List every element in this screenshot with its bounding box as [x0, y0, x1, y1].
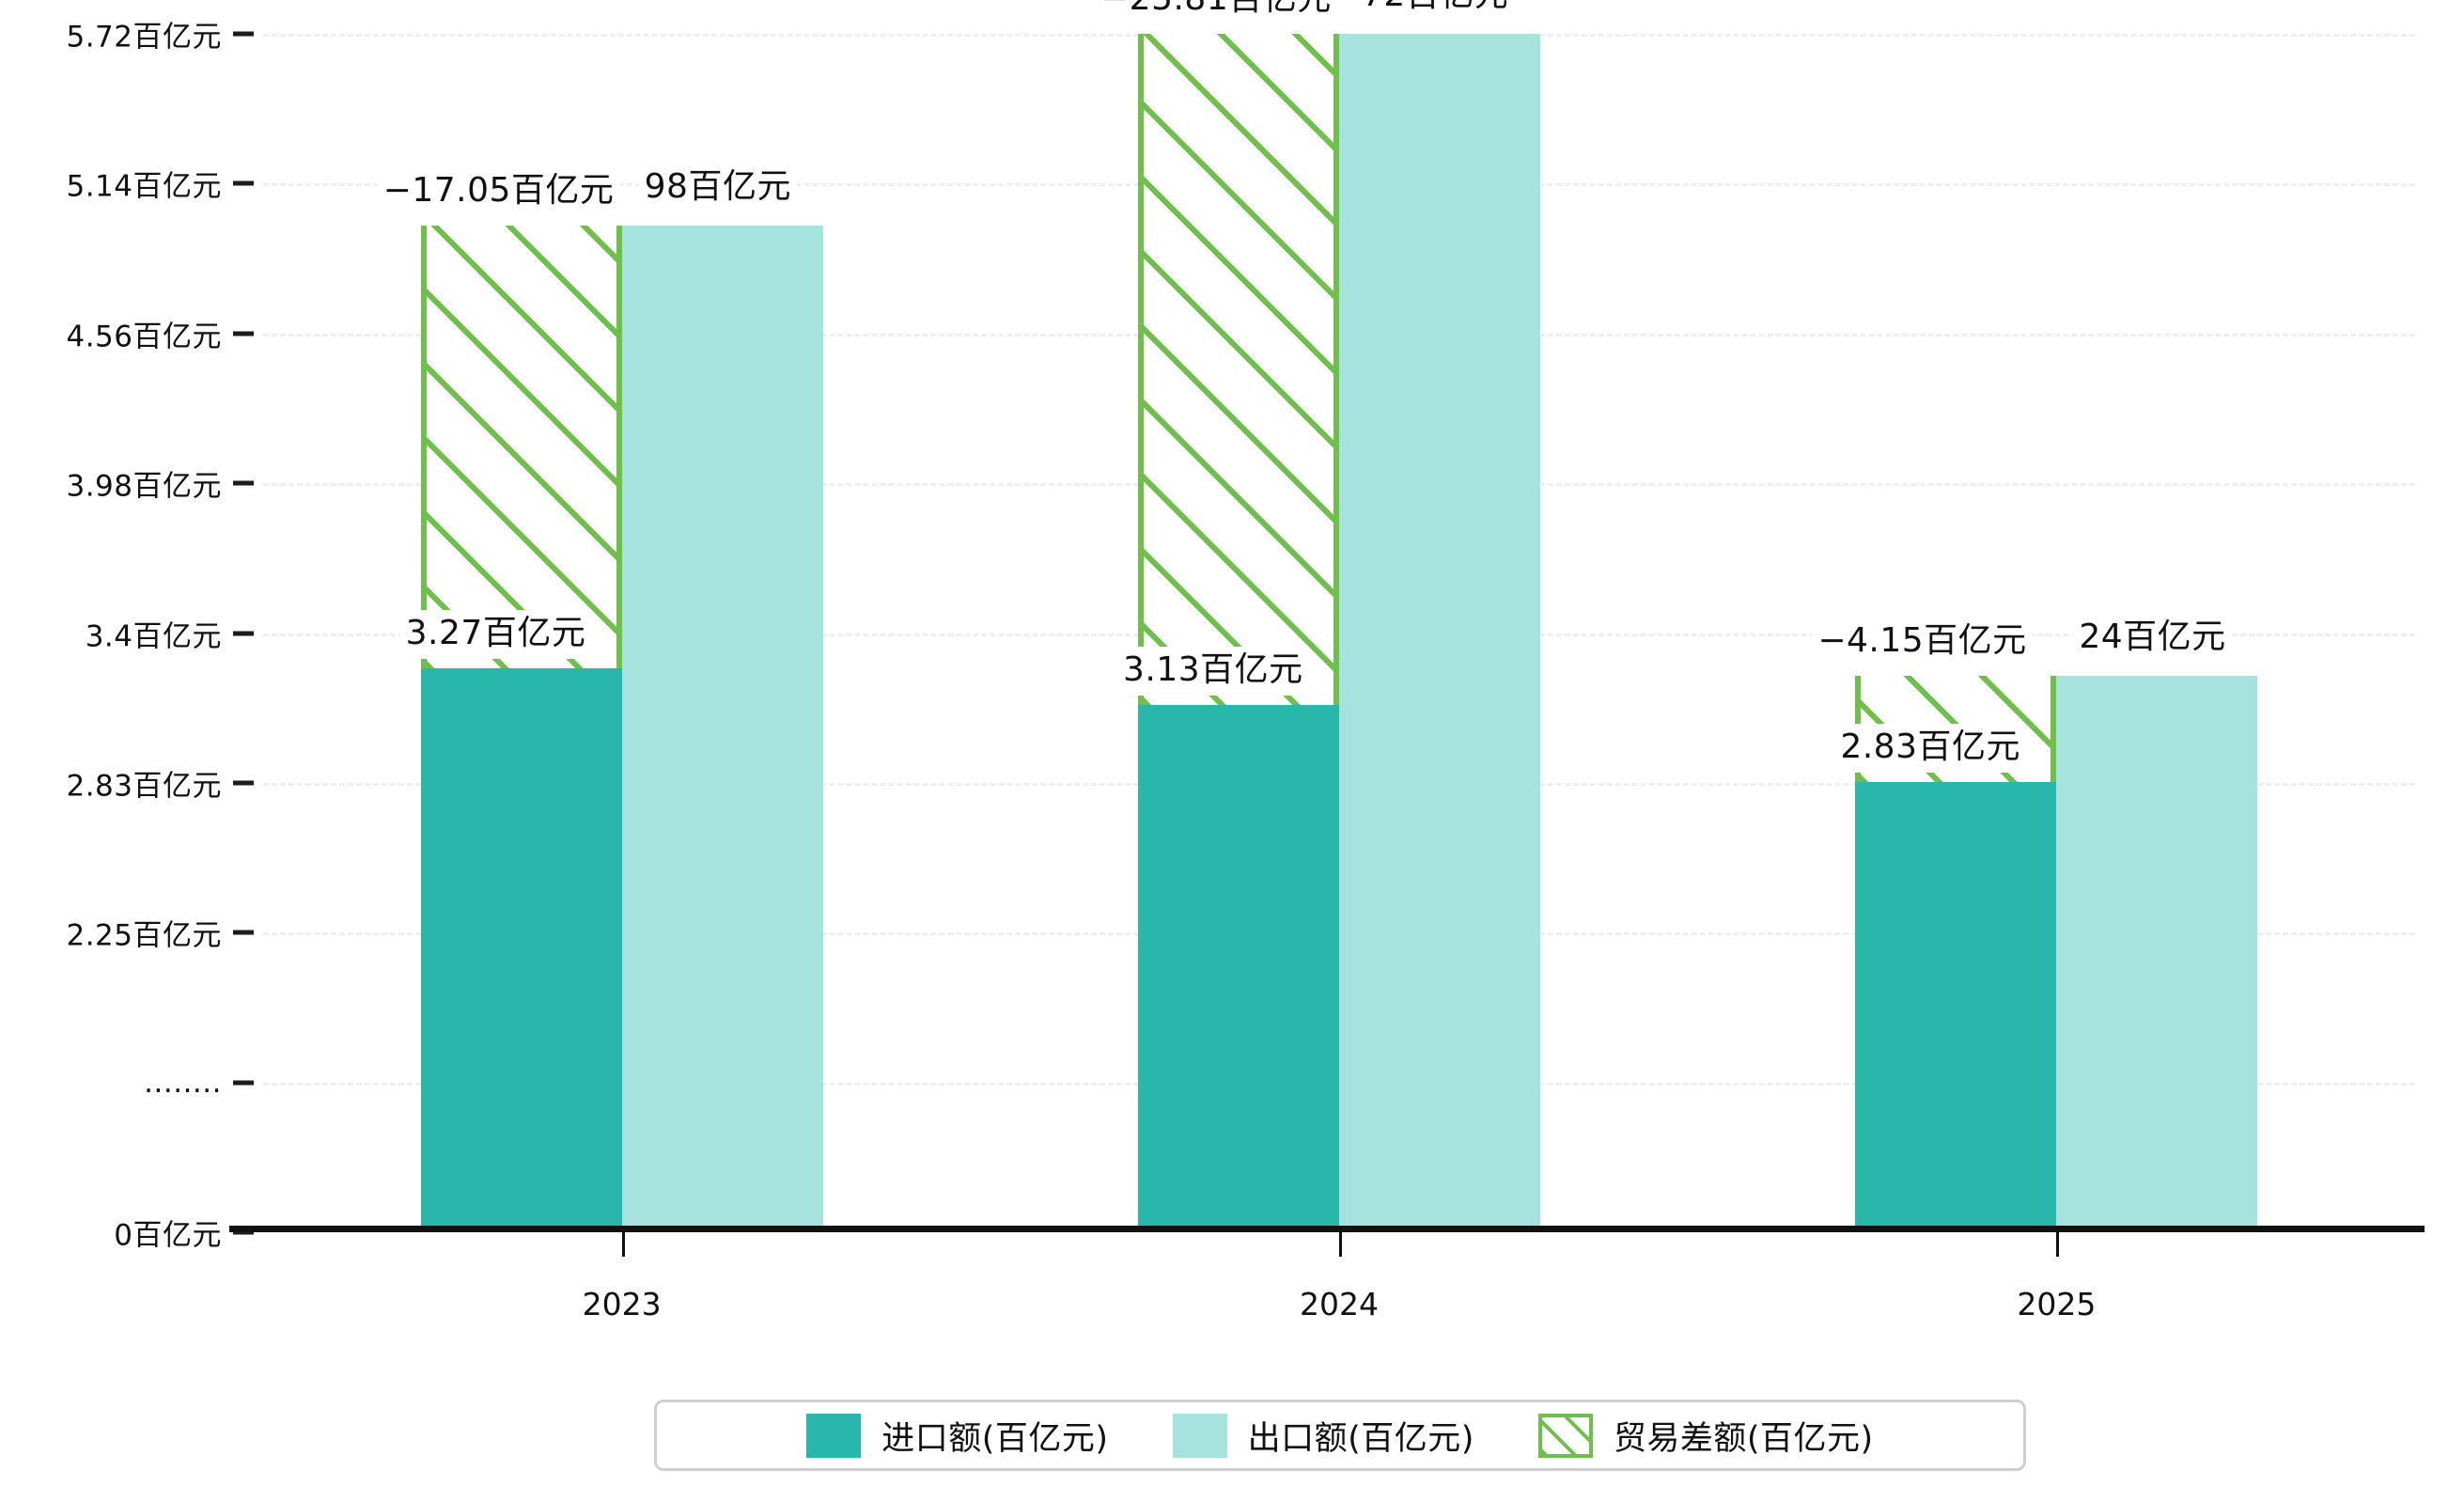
legend-item[interactable]: 贸易差额(百亿元) — [1537, 1412, 1874, 1460]
value-label-trade-balance: −4.15百亿元 — [1812, 618, 2033, 667]
value-label-import: 3.13百亿元 — [1117, 646, 1309, 696]
y-tick-mark — [233, 480, 254, 486]
y-tick-label: 4.56百亿元 — [66, 320, 222, 354]
y-tick-mark — [233, 1229, 254, 1235]
x-tick-label: 2025 — [2017, 1286, 2097, 1322]
y-tick-label: 2.83百亿元 — [66, 769, 222, 804]
y-tick-label: 5.14百亿元 — [66, 169, 222, 204]
y-tick-mark — [233, 631, 254, 635]
legend-label: 进口额(百亿元) — [881, 1419, 1109, 1458]
legend-swatch-exp — [1172, 1413, 1227, 1458]
x-tick-mark — [621, 1232, 625, 1257]
value-label-import: 2.83百亿元 — [1834, 724, 2026, 774]
legend-label: 贸易差额(百亿元) — [1613, 1419, 1874, 1458]
x-axis-line — [229, 1226, 2425, 1232]
y-tick-label: 3.98百亿元 — [66, 469, 222, 504]
value-label-import: 3.27百亿元 — [399, 610, 592, 660]
legend-swatch-diff — [1537, 1413, 1593, 1458]
y-tick-label: 5.72百亿元 — [66, 20, 222, 55]
y-tick-mark — [233, 180, 254, 186]
y-tick-label: 2.25百亿元 — [66, 918, 222, 953]
x-tick-label: 2023 — [582, 1286, 662, 1322]
value-label-export: 24百亿元 — [2073, 614, 2232, 664]
bar-trade-balance[interactable] — [420, 225, 622, 669]
bar-export[interactable] — [1339, 34, 1540, 1232]
y-tick-mark — [233, 31, 254, 37]
x-tick-mark — [2056, 1232, 2060, 1257]
value-label-export: 72百亿元 — [1356, 0, 1515, 21]
y-tick-label: 0百亿元 — [114, 1218, 222, 1253]
legend-item[interactable]: 出口额(百亿元) — [1172, 1412, 1474, 1460]
bar-trade-balance[interactable] — [1138, 34, 1339, 705]
y-tick-mark — [233, 331, 254, 336]
value-label-trade-balance: −17.05百亿元 — [377, 166, 620, 216]
value-label-trade-balance: −25.81百亿元 — [1095, 0, 1337, 24]
y-tick-mark — [233, 780, 254, 786]
x-tick-mark — [1339, 1232, 1342, 1257]
y-tick-mark — [233, 930, 254, 935]
plot-area: 5.72百亿元 5.14百亿元 4.56百亿元 3.98百亿元 3.4百亿元 2.83百亿… — [66, 0, 2425, 1322]
bar-import[interactable] — [420, 668, 622, 1232]
legend-label: 出口额(百亿元) — [1247, 1419, 1474, 1458]
y-tick-mark — [233, 1080, 254, 1086]
bar-import[interactable] — [1138, 704, 1339, 1232]
bar-export[interactable] — [2056, 676, 2258, 1232]
legend-item[interactable]: 进口额(百亿元) — [806, 1412, 1108, 1460]
y-tick-label: ........ — [144, 1065, 222, 1100]
y-tick-label: 3.4百亿元 — [85, 619, 222, 653]
bar-import[interactable] — [1855, 782, 2057, 1232]
x-tick-label: 2024 — [1300, 1286, 1379, 1322]
bar-export[interactable] — [621, 225, 823, 1232]
value-label-export: 98百亿元 — [638, 163, 797, 212]
chart-legend[interactable]: 进口额(百亿元) 出口额(百亿元) 贸易差额(百亿元) — [654, 1400, 2026, 1471]
legend-swatch-imp — [806, 1413, 862, 1458]
